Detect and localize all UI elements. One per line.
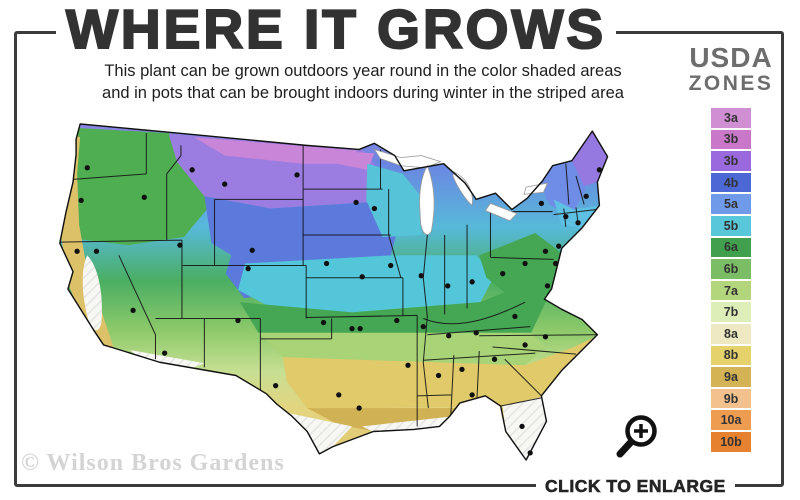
city-dot bbox=[420, 323, 426, 330]
click-to-enlarge-button[interactable]: CLICK TO ENLARGE bbox=[536, 474, 735, 498]
city-dot bbox=[162, 350, 168, 356]
city-dots bbox=[74, 165, 603, 456]
zone-chip-5b-5: 5b bbox=[711, 215, 751, 236]
city-dot bbox=[563, 214, 569, 220]
city-dot bbox=[538, 200, 545, 207]
city-dot bbox=[512, 313, 518, 320]
zone-chip-3b-1: 3b bbox=[711, 129, 751, 150]
city-dot bbox=[435, 372, 442, 379]
city-dot bbox=[418, 273, 424, 279]
zone-chip-9b-13: 9b bbox=[711, 388, 751, 409]
us-outline bbox=[59, 123, 609, 461]
city-dot bbox=[469, 279, 475, 285]
page-title: WHERE IT GROWS bbox=[56, 0, 617, 59]
city-dot bbox=[320, 319, 327, 326]
city-dot bbox=[388, 262, 394, 269]
zone-chip-3b-2: 3b bbox=[711, 151, 751, 171]
city-dot bbox=[491, 356, 498, 362]
usda-zone-map-svg bbox=[59, 123, 609, 461]
city-dot bbox=[544, 283, 551, 289]
city-dot bbox=[130, 307, 136, 313]
zone-chip-8b-11: 8b bbox=[711, 345, 751, 366]
city-dot bbox=[93, 248, 100, 254]
subtitle-line-2: and in pots that can be brought indoors … bbox=[102, 83, 624, 102]
city-dot bbox=[527, 450, 533, 456]
city-dot bbox=[500, 271, 506, 277]
city-dot bbox=[445, 283, 451, 289]
city-dot bbox=[596, 167, 603, 173]
city-dot bbox=[575, 220, 581, 226]
city-dot bbox=[245, 265, 251, 272]
city-dot bbox=[78, 197, 84, 204]
zone-chip-7a-8: 7a bbox=[711, 280, 751, 301]
usda-zones-legend: 3a 3b 3b 4b 5a 5b 6a 6b 7a 7b 8a 8b 9a 9b 10a 10b bbox=[711, 108, 751, 454]
zone-chip-5a-4: 5a bbox=[711, 194, 751, 214]
city-dot bbox=[222, 181, 228, 187]
zone-chip-6b-7: 6b bbox=[711, 259, 751, 279]
zones-label: ZONES bbox=[688, 72, 774, 95]
watermark: © Wilson Bros Gardens bbox=[21, 450, 285, 476]
city-dot bbox=[519, 423, 525, 430]
city-dot bbox=[522, 342, 528, 348]
usda-label: USDA bbox=[689, 42, 773, 73]
zone-chip-8a-10: 8a bbox=[711, 323, 751, 344]
city-dot bbox=[459, 366, 465, 373]
subtitle-line-1: This plant can be grown outdoors year ro… bbox=[104, 62, 622, 80]
city-dot bbox=[349, 326, 355, 332]
city-dot bbox=[323, 260, 330, 267]
zone-chip-10b-15: 10b bbox=[711, 431, 751, 452]
usda-zones-heading: USDA ZONES bbox=[683, 44, 779, 96]
city-dot bbox=[552, 260, 559, 267]
zone-chip-3a-0: 3a bbox=[711, 108, 751, 128]
city-dot bbox=[473, 330, 479, 336]
subtitle: This plant can be grown outdoors year ro… bbox=[57, 61, 669, 105]
city-dot bbox=[556, 243, 562, 249]
city-dot bbox=[74, 248, 80, 254]
state-borders bbox=[59, 133, 597, 427]
city-dot bbox=[405, 362, 411, 368]
city-dot bbox=[353, 199, 359, 206]
city-dot bbox=[583, 193, 589, 199]
city-dot bbox=[542, 248, 549, 254]
city-dot bbox=[359, 274, 365, 280]
city-dot bbox=[336, 392, 342, 398]
zoom-in-icon[interactable] bbox=[608, 410, 664, 466]
usda-zone-map[interactable] bbox=[16, 102, 688, 482]
zone-chip-10a-14: 10a bbox=[711, 410, 751, 430]
city-dot bbox=[235, 317, 241, 324]
city-dot bbox=[357, 326, 363, 332]
zone-shading bbox=[59, 124, 608, 460]
city-dot bbox=[294, 172, 300, 178]
zone-chip-4b-3: 4b bbox=[711, 172, 751, 193]
city-dot bbox=[177, 242, 183, 248]
city-dot bbox=[84, 165, 90, 171]
city-dot bbox=[249, 247, 255, 253]
zone-chip-9a-12: 9a bbox=[711, 367, 751, 387]
great-lakes bbox=[373, 148, 549, 235]
city-dot bbox=[446, 333, 452, 339]
city-dot bbox=[272, 383, 279, 389]
zone-chip-7b-9: 7b bbox=[711, 302, 751, 322]
zone-chip-6a-6: 6a bbox=[711, 237, 751, 258]
city-dot bbox=[522, 260, 528, 267]
city-dot bbox=[141, 194, 147, 200]
city-dot bbox=[356, 405, 362, 411]
city-dot bbox=[542, 334, 549, 340]
city-dot bbox=[371, 205, 378, 212]
city-dot bbox=[469, 392, 475, 398]
city-dot bbox=[394, 317, 400, 324]
city-dot bbox=[189, 167, 195, 173]
